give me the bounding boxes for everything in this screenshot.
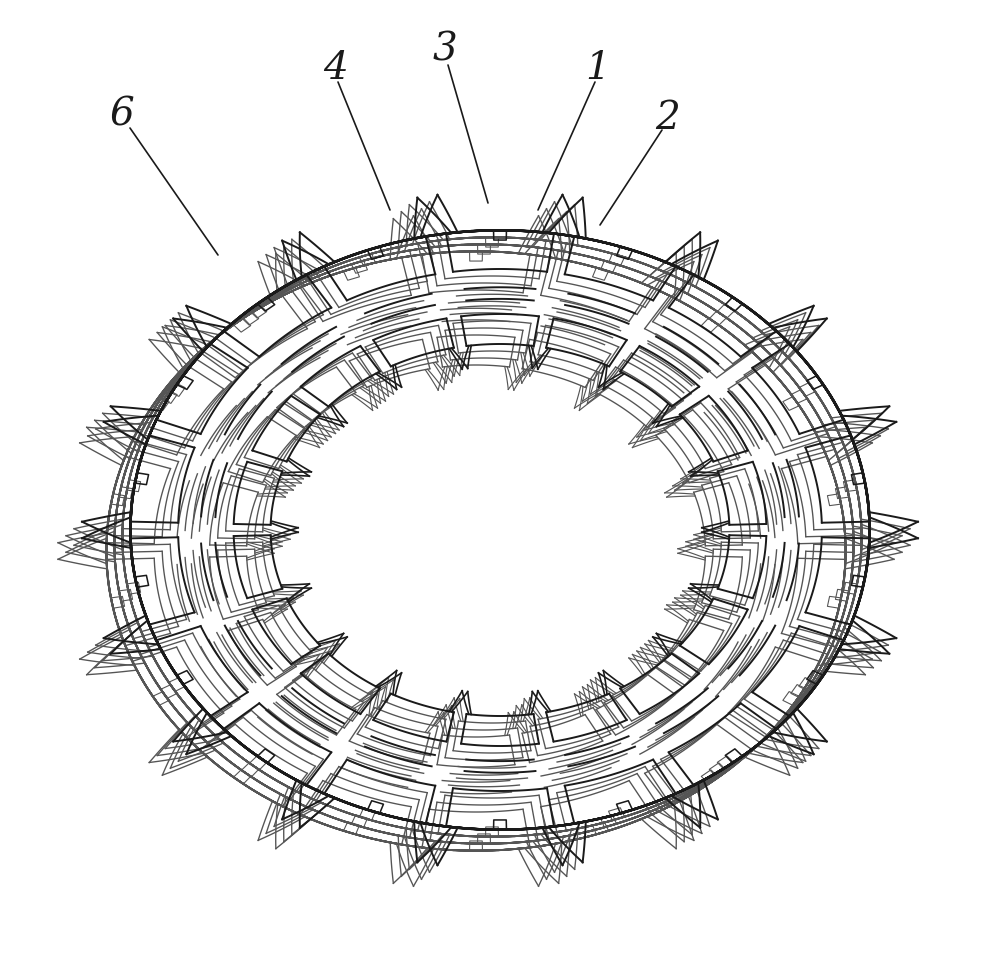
Text: 2: 2: [656, 100, 680, 136]
Text: 3: 3: [433, 32, 457, 69]
Text: 1: 1: [586, 50, 610, 86]
Text: 4: 4: [323, 50, 347, 86]
Text: 6: 6: [110, 97, 134, 133]
